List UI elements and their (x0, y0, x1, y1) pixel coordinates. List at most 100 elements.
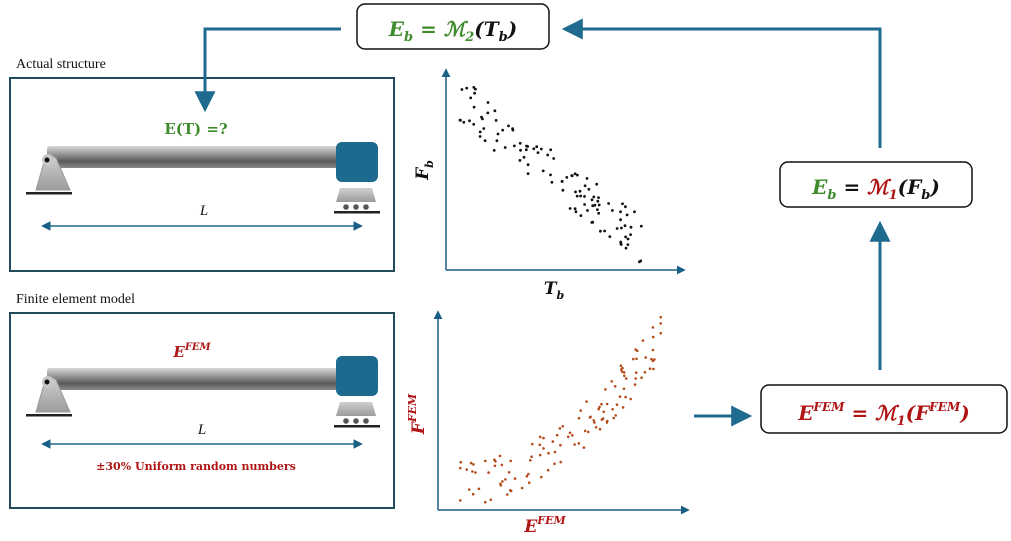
scatter-point (624, 205, 627, 209)
scatter-point (613, 385, 617, 388)
scatter-point (587, 430, 590, 434)
scatter-point (484, 459, 487, 463)
plot-top-y-label: Fb (413, 160, 436, 181)
scatter-point (633, 210, 636, 214)
scatter-point (623, 224, 627, 228)
scatter-point (568, 431, 572, 435)
scatter-point (538, 435, 542, 439)
scatter-point (629, 225, 633, 229)
scatter-point (484, 500, 487, 504)
scatter-point (498, 454, 502, 458)
scatter-point (634, 348, 637, 351)
scatter-point (518, 141, 522, 145)
scatter-point (605, 402, 609, 406)
scatter-point (611, 408, 614, 411)
plot-top-x-label: Tb (544, 279, 565, 302)
scatter-point (577, 442, 581, 445)
actual-structure-panel (9, 77, 395, 272)
scatter-point (607, 202, 610, 205)
scatter-point (519, 148, 522, 152)
scatter-point (610, 380, 613, 383)
scatter-point (573, 172, 577, 176)
finite-element-model-label: Finite element model (16, 292, 135, 307)
scatter-point (511, 128, 515, 132)
scatter-point (583, 184, 587, 188)
scatter-point (522, 155, 526, 159)
scatter-point (621, 202, 624, 206)
scatter-point (621, 406, 625, 409)
scatter-point (542, 447, 545, 450)
scatter-point (590, 198, 594, 202)
scatter-point (623, 374, 626, 378)
scatter-point (472, 122, 476, 126)
scatter-point (486, 111, 490, 115)
scatter-point (492, 149, 496, 152)
scatter-point (579, 194, 582, 198)
scatter-point (618, 395, 622, 398)
scatter-point (561, 425, 565, 428)
scatter-point (527, 481, 531, 485)
scatter-point (608, 235, 612, 239)
scatter-point (465, 468, 469, 471)
scatter-point (507, 124, 510, 128)
beam-icon (47, 146, 352, 168)
scatter-point (597, 407, 600, 411)
scatter-point (553, 450, 557, 454)
scatter-point (615, 403, 619, 407)
scatter-point (598, 405, 601, 409)
formula-top: Eb = ℳ2(Tb) (388, 17, 517, 45)
scatter-point (471, 492, 475, 496)
scatter-point (570, 174, 574, 178)
formula-box-bottom (760, 384, 1008, 434)
scatter-point (509, 489, 513, 493)
scatter-point (659, 331, 663, 335)
scatter-point (506, 493, 509, 496)
scatter-point (494, 119, 498, 122)
scatter-point (550, 180, 554, 184)
scatter-point (625, 213, 629, 217)
scatter-point (597, 196, 600, 200)
scatter-point (559, 443, 562, 447)
scatter-point (576, 173, 579, 177)
scatter-point (493, 464, 497, 468)
scatter-point (611, 209, 614, 212)
scatter-point (540, 475, 543, 479)
scatter-point (509, 459, 512, 463)
length-label-top: L (199, 203, 208, 219)
scatter-point (619, 240, 623, 244)
scatter-point (472, 463, 475, 466)
scatter-point (561, 188, 565, 192)
scatter-point (474, 471, 477, 474)
scatter-point (469, 96, 473, 100)
scatter-point (459, 466, 462, 470)
scatter-point (459, 460, 463, 464)
scatter-point (555, 433, 559, 437)
beam-icon (47, 368, 352, 390)
scatter-point (597, 211, 601, 215)
scatter-point (524, 148, 528, 152)
scatter-point (573, 207, 577, 211)
scatter-point (612, 416, 615, 420)
scatter-point (577, 416, 581, 420)
scatter-point (503, 146, 507, 149)
scatter-point (568, 207, 572, 210)
plot-bottom-y-label: FFEM (406, 393, 429, 435)
scatter-point (501, 128, 505, 132)
scatter-point (640, 376, 643, 380)
fem-panel (9, 312, 395, 509)
scatter-point (469, 461, 473, 465)
scatter-point (624, 377, 628, 380)
formula-middle: Eb = ℳ1(Fb) (811, 175, 940, 203)
scatter-point (541, 169, 545, 173)
scatter-point (520, 486, 524, 490)
scatter-point (583, 195, 586, 198)
scatter-point (575, 194, 579, 198)
scatter-point (459, 499, 462, 502)
scatter-point (600, 402, 603, 406)
scatter-point (559, 460, 562, 464)
formula-bottom: EFEM = ℳ1(FFEM) (797, 400, 969, 429)
scatter-point (542, 436, 545, 440)
scatter-point (597, 203, 601, 207)
scatter-point (565, 176, 569, 179)
scatter-point (468, 119, 471, 123)
